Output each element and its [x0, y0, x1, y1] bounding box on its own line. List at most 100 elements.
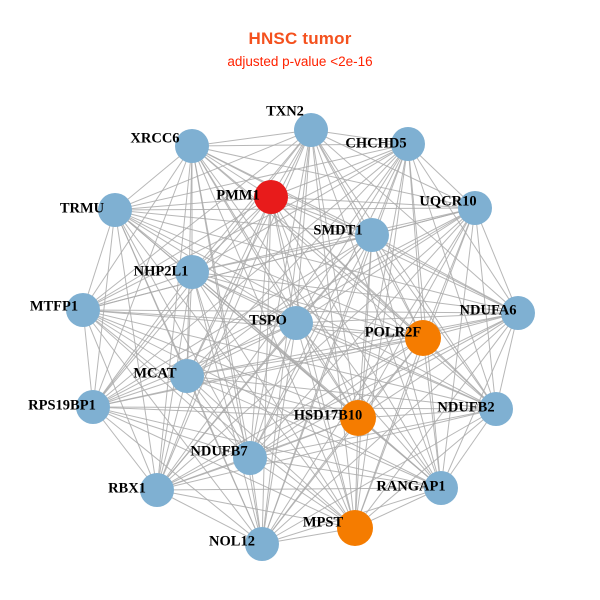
graph-node-ndufa6[interactable]: [501, 296, 535, 330]
graph-edge: [114, 209, 519, 314]
graph-edge: [156, 312, 519, 491]
graph-node-label: HSD17B10: [294, 407, 363, 423]
graph-edge: [371, 234, 497, 410]
graph-edge: [249, 408, 497, 459]
graph-node-rangap1[interactable]: [424, 471, 458, 505]
graph-edge: [249, 196, 272, 459]
graph-edge: [186, 375, 359, 419]
graph-node-nhp2l1[interactable]: [175, 255, 209, 289]
graph-node-label: SMDT1: [313, 222, 362, 238]
graph-edge: [191, 129, 312, 147]
graph-edge: [92, 406, 359, 419]
graph-edge: [270, 196, 442, 489]
graph-node-smdt1[interactable]: [355, 218, 389, 252]
graph-edge: [92, 312, 519, 408]
graph-edge: [82, 309, 158, 491]
graph-edge: [191, 271, 424, 339]
graph-node-xrcc6[interactable]: [175, 129, 209, 163]
graph-edge: [249, 457, 442, 489]
graph-edge: [191, 271, 442, 489]
graph-edge: [407, 143, 497, 410]
graph-node-mpst[interactable]: [337, 510, 373, 546]
graph-edge: [357, 207, 476, 419]
graph-edge: [92, 406, 158, 491]
graph-node-tspo[interactable]: [279, 306, 313, 340]
graph-edge: [92, 145, 193, 408]
graph-edge: [186, 375, 442, 489]
graph-node-rbx1[interactable]: [140, 473, 174, 507]
graph-node-trmu[interactable]: [98, 193, 132, 227]
graph-node-label: TXN2: [266, 103, 304, 119]
graph-edge: [191, 145, 476, 209]
graph-node-label: NHP2L1: [134, 263, 189, 279]
graph-node-polr2f[interactable]: [405, 320, 441, 356]
graph-edge: [82, 309, 442, 489]
graph-edge: [270, 196, 497, 410]
graph-edge: [92, 207, 476, 408]
graph-edge: [114, 209, 373, 236]
graph-edge: [261, 408, 497, 545]
graph-node-label: UQCR10: [419, 193, 476, 209]
graph-edge: [114, 143, 409, 211]
graph-edge: [186, 375, 356, 529]
graph-edge: [191, 145, 297, 324]
graph-node-rps19bp1[interactable]: [76, 390, 110, 424]
graph-edge: [191, 143, 409, 147]
graph-node-nol12[interactable]: [245, 527, 279, 561]
graph-edge: [186, 375, 497, 410]
graph-node-label: TRMU: [60, 200, 105, 216]
graph-node-label: TSPO: [249, 312, 287, 328]
graph-node-txn2[interactable]: [294, 113, 328, 147]
graph-edge: [191, 145, 424, 339]
graph-edge: [249, 322, 297, 459]
graph-edge: [191, 207, 476, 273]
graph-edge: [357, 417, 442, 489]
graph-node-ndufb2[interactable]: [479, 392, 513, 426]
graph-edge: [156, 487, 442, 491]
graph-edge: [354, 207, 476, 529]
graph-edge: [191, 271, 497, 410]
graph-node-chchd5[interactable]: [391, 127, 425, 161]
graph-edge: [261, 143, 409, 545]
graph-edge: [440, 312, 519, 489]
graph-node-label: PMM1: [216, 187, 259, 203]
graph-node-label: RPS19BP1: [28, 397, 96, 413]
graph-edge: [92, 143, 409, 408]
graph-edge: [156, 489, 356, 529]
graph-node-mtfp1[interactable]: [66, 293, 100, 327]
graph-edge: [310, 129, 442, 489]
graph-edge: [354, 234, 373, 529]
graph-node-ndufb7[interactable]: [233, 441, 267, 475]
graph-node-mcat[interactable]: [170, 359, 204, 393]
graph-edge: [249, 457, 356, 529]
graph-edge: [156, 489, 263, 545]
graph-edge: [295, 322, 359, 419]
graph-node-pmm1[interactable]: [254, 180, 288, 214]
graph-node-label: NOL12: [209, 533, 255, 549]
graph-edge: [270, 196, 373, 236]
graph-node-label: CHCHD5: [345, 135, 406, 151]
graph-edge: [82, 196, 272, 311]
graph-edge: [191, 271, 251, 459]
graph-edge: [186, 196, 272, 377]
graph-edge: [186, 234, 373, 377]
graph-edge: [186, 337, 424, 377]
graph-edge: [191, 271, 297, 324]
graph-edge: [82, 234, 373, 311]
graph-edge: [156, 337, 424, 491]
graph-edge: [407, 143, 442, 489]
graph-edge: [92, 406, 263, 545]
graph-edge: [114, 209, 424, 339]
graph-edge: [310, 129, 497, 410]
graph-edge: [191, 145, 251, 459]
graph-edge: [82, 129, 312, 311]
graph-edge: [191, 271, 356, 529]
graph-edge: [295, 312, 519, 324]
graph-edge: [261, 417, 359, 545]
graph-node-uqcr10[interactable]: [458, 191, 492, 225]
graph-edge: [82, 209, 116, 311]
graph-edge: [354, 408, 497, 529]
graph-edge: [82, 309, 251, 459]
graph-edge: [92, 406, 356, 529]
graph-node-hsd17b10[interactable]: [340, 400, 376, 436]
